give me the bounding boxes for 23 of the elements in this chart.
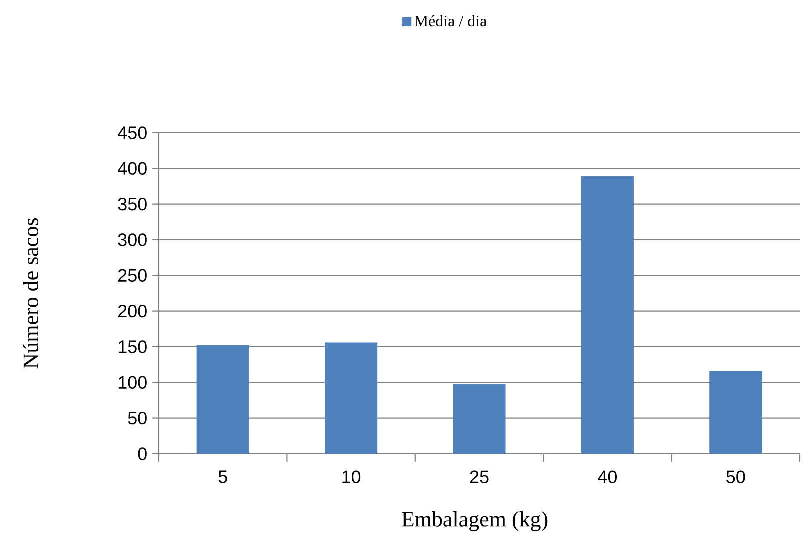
legend-label: Média / dia <box>414 15 487 27</box>
y-tick-label: 150 <box>118 340 147 354</box>
y-tick-label: 400 <box>118 162 147 176</box>
y-tick-label: 0 <box>138 448 147 460</box>
x-tick-label: 10 <box>342 470 361 484</box>
bar <box>581 176 634 454</box>
y-tick-label: 50 <box>128 412 147 425</box>
bar <box>325 342 378 454</box>
bar <box>196 346 250 454</box>
x-axis-title: Embalagem (kg) <box>402 511 548 532</box>
x-tick-label: 40 <box>598 470 617 484</box>
y-tick-label: 200 <box>118 304 147 318</box>
y-tick-label: 250 <box>118 269 147 282</box>
y-tick-label: 350 <box>118 198 147 211</box>
y-tick-label: 100 <box>118 376 147 390</box>
y-tick-label: 300 <box>118 234 147 246</box>
y-tick-label: 450 <box>118 126 147 140</box>
x-tick-label: 5 <box>218 470 228 484</box>
x-tick-label: 50 <box>726 470 746 484</box>
x-tick-label: 25 <box>470 470 489 484</box>
bar <box>710 371 762 454</box>
y-axis-title: Número de sacos <box>23 218 39 369</box>
bar <box>453 384 506 454</box>
